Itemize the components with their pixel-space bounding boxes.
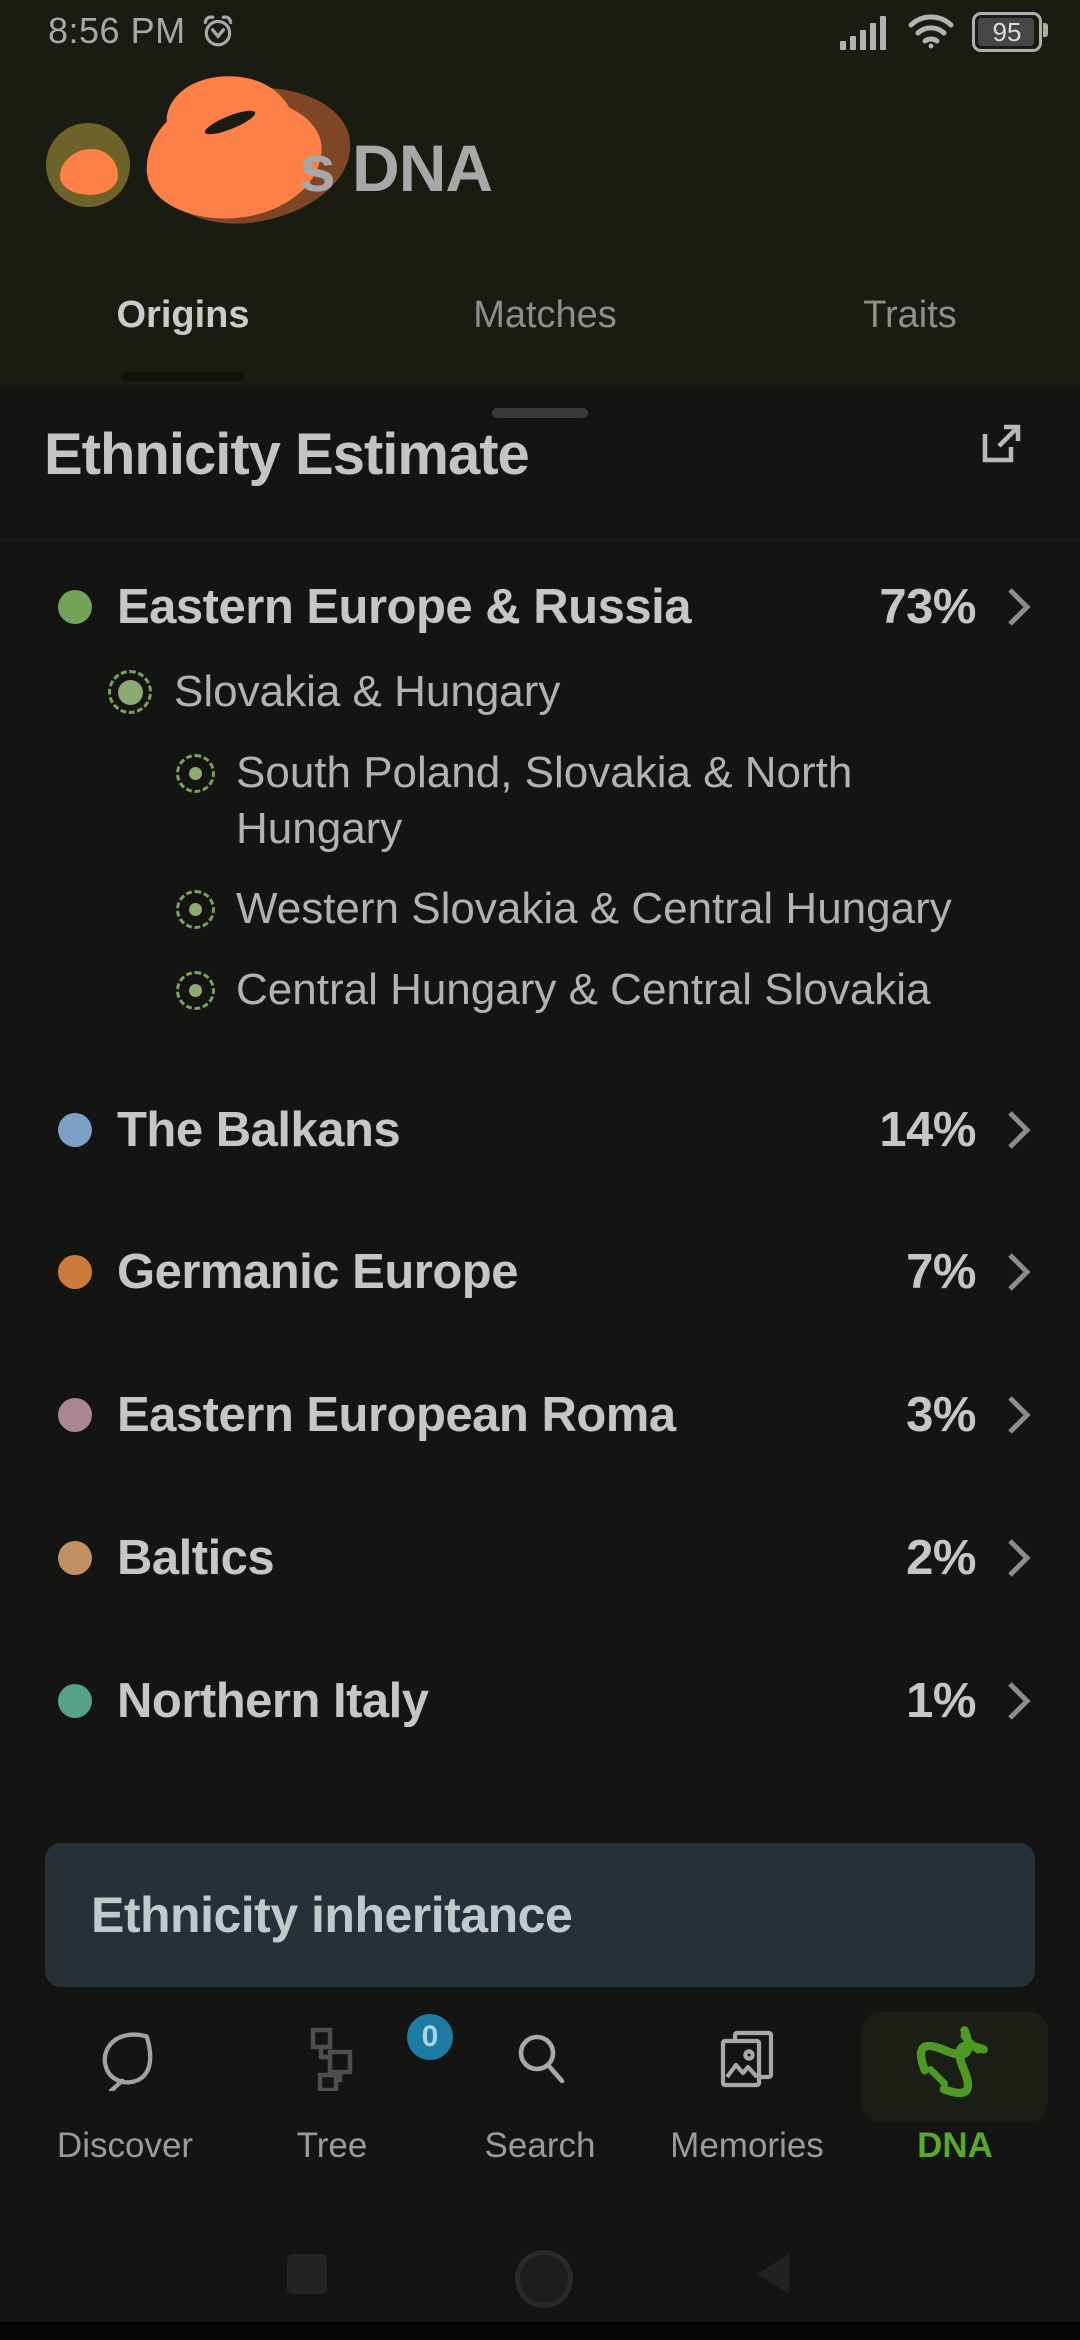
chevron-right-icon — [1006, 1393, 1032, 1437]
region-percent: 7% — [906, 1245, 976, 1299]
battery-fill — [978, 18, 1034, 46]
subregion-ring-icon — [108, 670, 152, 714]
nav-item-memories[interactable]: Memories — [647, 2006, 847, 2166]
region-row-germanic[interactable]: Germanic Europe 7% — [0, 1222, 1080, 1322]
subregion-ring-icon — [176, 889, 215, 929]
clock: 8:56 PM — [48, 10, 186, 51]
tab-matches[interactable]: Matches — [473, 294, 617, 336]
ethnicity-inheritance-button[interactable]: Ethnicity inheritance — [45, 1843, 1035, 1987]
nav-label: Tree — [296, 2126, 368, 2165]
region-name: The Balkans — [117, 1103, 401, 1157]
nav-item-tree[interactable]: 0 Tree — [232, 2006, 453, 2166]
page-title: s DNA — [299, 131, 493, 205]
home-icon[interactable] — [515, 2250, 573, 2308]
region-row-northern-italy[interactable]: Northern Italy 1% — [0, 1651, 1080, 1751]
active-nav-highlight — [862, 2012, 1048, 2122]
nav-label: Memories — [670, 2126, 824, 2165]
leaf-icon — [96, 2026, 154, 2092]
chevron-right-icon — [1006, 1250, 1032, 1294]
subregion-name: Central Hungary & Central Slovakia — [236, 965, 931, 1014]
region-name: Eastern European Roma — [117, 1388, 676, 1442]
region-dot — [58, 1398, 92, 1432]
tree-badge: 0 — [407, 2014, 453, 2060]
avatar[interactable] — [46, 123, 130, 207]
nav-item-discover[interactable]: Discover — [25, 2006, 225, 2166]
back-icon[interactable] — [757, 2254, 789, 2294]
drag-handle[interactable] — [492, 408, 588, 418]
status-left: 8:56 PM — [48, 10, 236, 52]
region-name: Eastern Europe & Russia — [117, 580, 691, 634]
region-percent: 1% — [906, 1674, 976, 1728]
subregion-row: Western Slovakia & Central Hungary — [176, 881, 952, 937]
chevron-right-icon — [1006, 1679, 1032, 1723]
signal-icon — [840, 14, 890, 50]
region-dot — [58, 590, 92, 624]
tab-traits[interactable]: Traits — [863, 294, 957, 336]
nav-item-dna[interactable]: DNA — [855, 2006, 1055, 2166]
header: 8:56 PM — [0, 0, 1080, 385]
alarm-icon — [200, 13, 236, 49]
screen-bottom-edge — [0, 2322, 1080, 2340]
battery-percent: 95 — [992, 16, 1022, 47]
region-row-baltics[interactable]: Baltics 2% — [0, 1508, 1080, 1608]
search-icon — [510, 2026, 570, 2092]
region-row-eastern-europe[interactable]: Eastern Europe & Russia 73% — [0, 557, 1080, 657]
subregion-row: South Poland, Slovakia & North Hungary — [176, 745, 896, 857]
subregion-name: South Poland, Slovakia & North Hungary — [236, 748, 853, 853]
divider — [0, 540, 1080, 541]
battery-icon: 95 — [972, 12, 1048, 52]
nav-label: DNA — [917, 2126, 993, 2165]
ethnicity-inheritance-label: Ethnicity inheritance — [91, 1887, 573, 1943]
chevron-right-icon — [1006, 585, 1032, 629]
wifi-icon — [908, 13, 954, 51]
status-right: 95 — [840, 12, 1048, 52]
nav-label: Search — [484, 2126, 596, 2165]
sheet-title: Ethnicity Estimate — [44, 422, 530, 487]
region-row-balkans[interactable]: The Balkans 14% — [0, 1080, 1080, 1180]
subregion-name: Slovakia & Hungary — [174, 667, 561, 716]
dna-icon — [916, 2026, 991, 2098]
tab-origins[interactable]: Origins — [116, 294, 250, 336]
subregion-ring-icon — [176, 970, 215, 1010]
region-name: Northern Italy — [117, 1674, 429, 1728]
region-dot — [58, 1684, 92, 1718]
chevron-right-icon — [1006, 1536, 1032, 1580]
subregion-ring-icon — [176, 754, 215, 793]
subregion-row: Central Hungary & Central Slovakia — [176, 962, 931, 1018]
recents-icon[interactable] — [287, 2254, 327, 2294]
region-percent: 3% — [906, 1388, 976, 1442]
nav-item-search[interactable]: Search — [440, 2006, 640, 2166]
region-dot — [58, 1541, 92, 1575]
region-dot — [58, 1113, 92, 1147]
region-percent: 73% — [879, 580, 976, 634]
active-tab-indicator — [121, 372, 245, 381]
region-row-roma[interactable]: Eastern European Roma 3% — [0, 1365, 1080, 1465]
status-bar: 8:56 PM — [0, 10, 1080, 70]
region-percent: 14% — [879, 1103, 976, 1157]
redaction-blob-avatar — [60, 149, 118, 195]
subregion-row: Slovakia & Hungary — [108, 664, 560, 720]
photos-icon — [716, 2026, 778, 2092]
external-link-button[interactable] — [974, 421, 1024, 471]
region-dot — [58, 1255, 92, 1289]
region-percent: 2% — [906, 1531, 976, 1585]
region-name: Baltics — [117, 1531, 275, 1585]
tree-icon: 0 — [303, 2014, 453, 2092]
nav-label: Discover — [56, 2126, 194, 2165]
chevron-right-icon — [1006, 1108, 1032, 1152]
region-name: Germanic Europe — [117, 1245, 518, 1299]
subregion-name: Western Slovakia & Central Hungary — [236, 884, 952, 933]
